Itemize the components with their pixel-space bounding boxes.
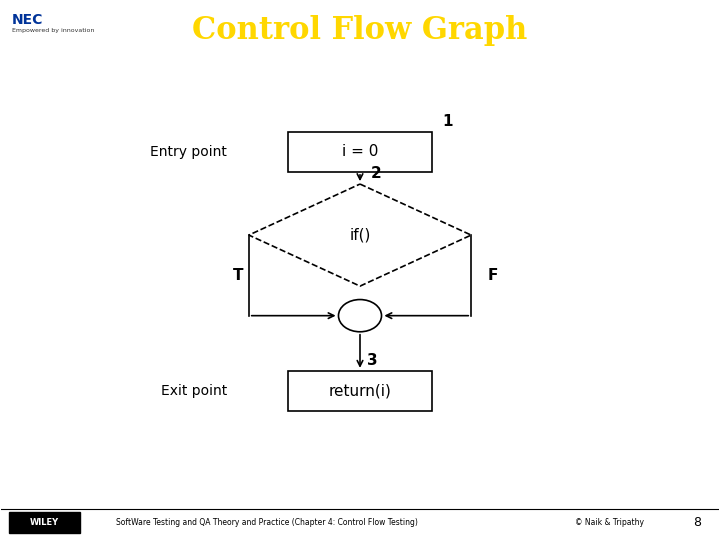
FancyBboxPatch shape (288, 371, 432, 411)
Text: © Naik & Tripathy: © Naik & Tripathy (575, 518, 644, 527)
FancyBboxPatch shape (9, 512, 81, 533)
Text: Exit point: Exit point (161, 384, 228, 398)
Text: if(): if() (349, 227, 371, 242)
Polygon shape (249, 184, 471, 286)
Text: SoftWare Testing and QA Theory and Practice (Chapter 4: Control Flow Testing): SoftWare Testing and QA Theory and Pract… (116, 518, 418, 527)
Text: 8: 8 (693, 516, 701, 529)
Text: T: T (233, 268, 243, 283)
Text: F: F (487, 268, 498, 283)
Circle shape (338, 300, 382, 332)
Text: NEC: NEC (12, 13, 43, 27)
Text: Entry point: Entry point (150, 145, 228, 159)
Text: 3: 3 (367, 353, 378, 368)
Text: return(i): return(i) (328, 383, 392, 399)
FancyBboxPatch shape (288, 132, 432, 172)
Text: 2: 2 (371, 166, 382, 181)
Text: Control Flow Graph: Control Flow Graph (192, 16, 528, 46)
Text: Empowered by innovation: Empowered by innovation (12, 29, 94, 33)
Text: i = 0: i = 0 (342, 144, 378, 159)
Text: 1: 1 (443, 114, 453, 129)
Text: WILEY: WILEY (30, 518, 59, 527)
